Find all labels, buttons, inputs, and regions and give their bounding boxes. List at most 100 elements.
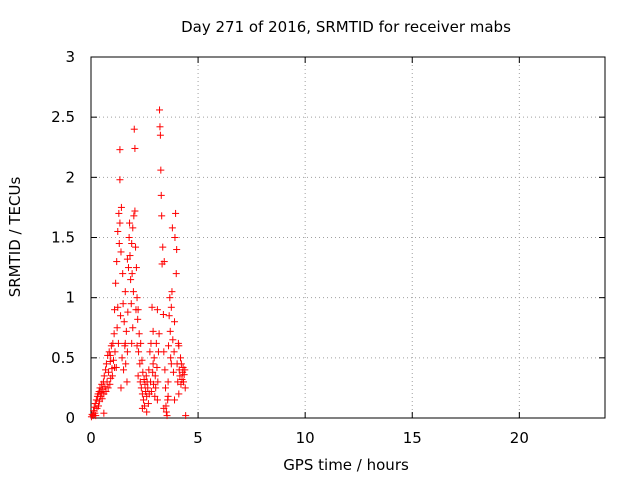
data-point	[165, 312, 173, 320]
data-point	[113, 324, 121, 332]
data-point	[169, 368, 177, 376]
plot-frame	[90, 56, 606, 419]
data-point	[111, 348, 119, 356]
data-point	[117, 203, 125, 211]
data-point	[116, 176, 124, 184]
data-point	[164, 392, 172, 400]
data-point	[125, 234, 133, 241]
data-point	[175, 342, 183, 350]
data-point	[160, 258, 168, 266]
data-point	[170, 348, 178, 356]
data-point	[117, 384, 125, 392]
data-point	[137, 384, 145, 392]
data-point	[149, 327, 157, 335]
data-point	[152, 384, 160, 392]
y-axis-label: SRMTID / TECUs	[6, 177, 24, 298]
data-point	[114, 303, 122, 311]
data-point	[117, 248, 125, 256]
data-point	[136, 378, 144, 386]
chart-title: Day 271 of 2016, SRMTID for receiver mab…	[181, 18, 511, 36]
data-point	[92, 412, 100, 420]
data-point	[106, 357, 114, 365]
data-point	[153, 363, 161, 371]
data-point	[114, 339, 122, 347]
data-point	[156, 131, 164, 139]
data-point	[154, 378, 162, 386]
data-point	[151, 372, 159, 380]
data-point	[104, 384, 112, 392]
data-point	[119, 270, 127, 278]
data-point	[167, 360, 175, 368]
data-point	[149, 360, 157, 368]
data-point	[120, 318, 128, 326]
data-point	[124, 308, 132, 316]
data-point	[114, 227, 122, 235]
data-points	[87, 106, 190, 421]
data-point	[168, 224, 176, 232]
data-point	[177, 360, 185, 368]
data-point	[147, 388, 155, 396]
data-point	[102, 388, 110, 396]
data-point	[144, 400, 152, 408]
data-point	[127, 300, 135, 308]
y-tick-label: 1	[65, 289, 75, 307]
data-point	[157, 166, 165, 174]
data-point	[132, 243, 140, 251]
data-point	[134, 306, 142, 314]
data-point	[152, 339, 160, 347]
data-point	[106, 351, 114, 359]
data-point	[180, 371, 188, 379]
data-point	[151, 392, 159, 400]
y-tick-label: 3	[65, 48, 75, 66]
data-point	[138, 404, 146, 412]
data-point	[133, 294, 141, 302]
data-point	[159, 243, 167, 251]
data-point	[156, 123, 164, 131]
data-point	[158, 212, 166, 220]
data-point	[126, 252, 134, 260]
data-point	[180, 378, 188, 386]
data-point	[181, 366, 189, 374]
x-tick-label: 15	[403, 429, 422, 447]
data-point	[109, 356, 117, 364]
y-tick-label: 0.5	[51, 349, 75, 367]
data-point	[119, 300, 127, 308]
data-point	[145, 366, 153, 374]
data-point	[156, 106, 164, 114]
data-point	[98, 395, 106, 403]
data-point	[128, 240, 136, 248]
data-point	[129, 224, 137, 232]
y-tick-label: 2.5	[51, 108, 75, 126]
data-point	[153, 396, 161, 404]
data-point	[164, 378, 172, 386]
data-point	[134, 315, 142, 323]
x-tick-label: 10	[296, 429, 315, 447]
x-axis-label: GPS time / hours	[283, 456, 409, 474]
data-point	[108, 372, 116, 380]
data-point	[173, 246, 181, 254]
data-point	[121, 339, 129, 347]
data-point	[160, 348, 168, 356]
data-point	[168, 288, 176, 296]
data-point	[122, 327, 130, 335]
data-point	[163, 412, 171, 420]
data-point	[171, 318, 179, 326]
data-point	[175, 390, 183, 398]
data-point	[150, 380, 158, 388]
data-point	[144, 384, 152, 392]
data-point	[130, 212, 138, 220]
data-point	[127, 276, 135, 284]
data-point	[167, 354, 175, 362]
data-point	[169, 336, 177, 344]
data-point	[133, 342, 141, 350]
data-point	[131, 144, 139, 152]
data-point	[167, 303, 175, 311]
y-tick-label: 0	[65, 409, 75, 427]
data-point	[149, 368, 157, 376]
data-point	[136, 360, 144, 368]
data-point	[142, 372, 150, 380]
data-point	[101, 383, 109, 391]
data-point	[126, 219, 134, 227]
data-point	[181, 384, 189, 392]
data-point	[137, 339, 145, 347]
